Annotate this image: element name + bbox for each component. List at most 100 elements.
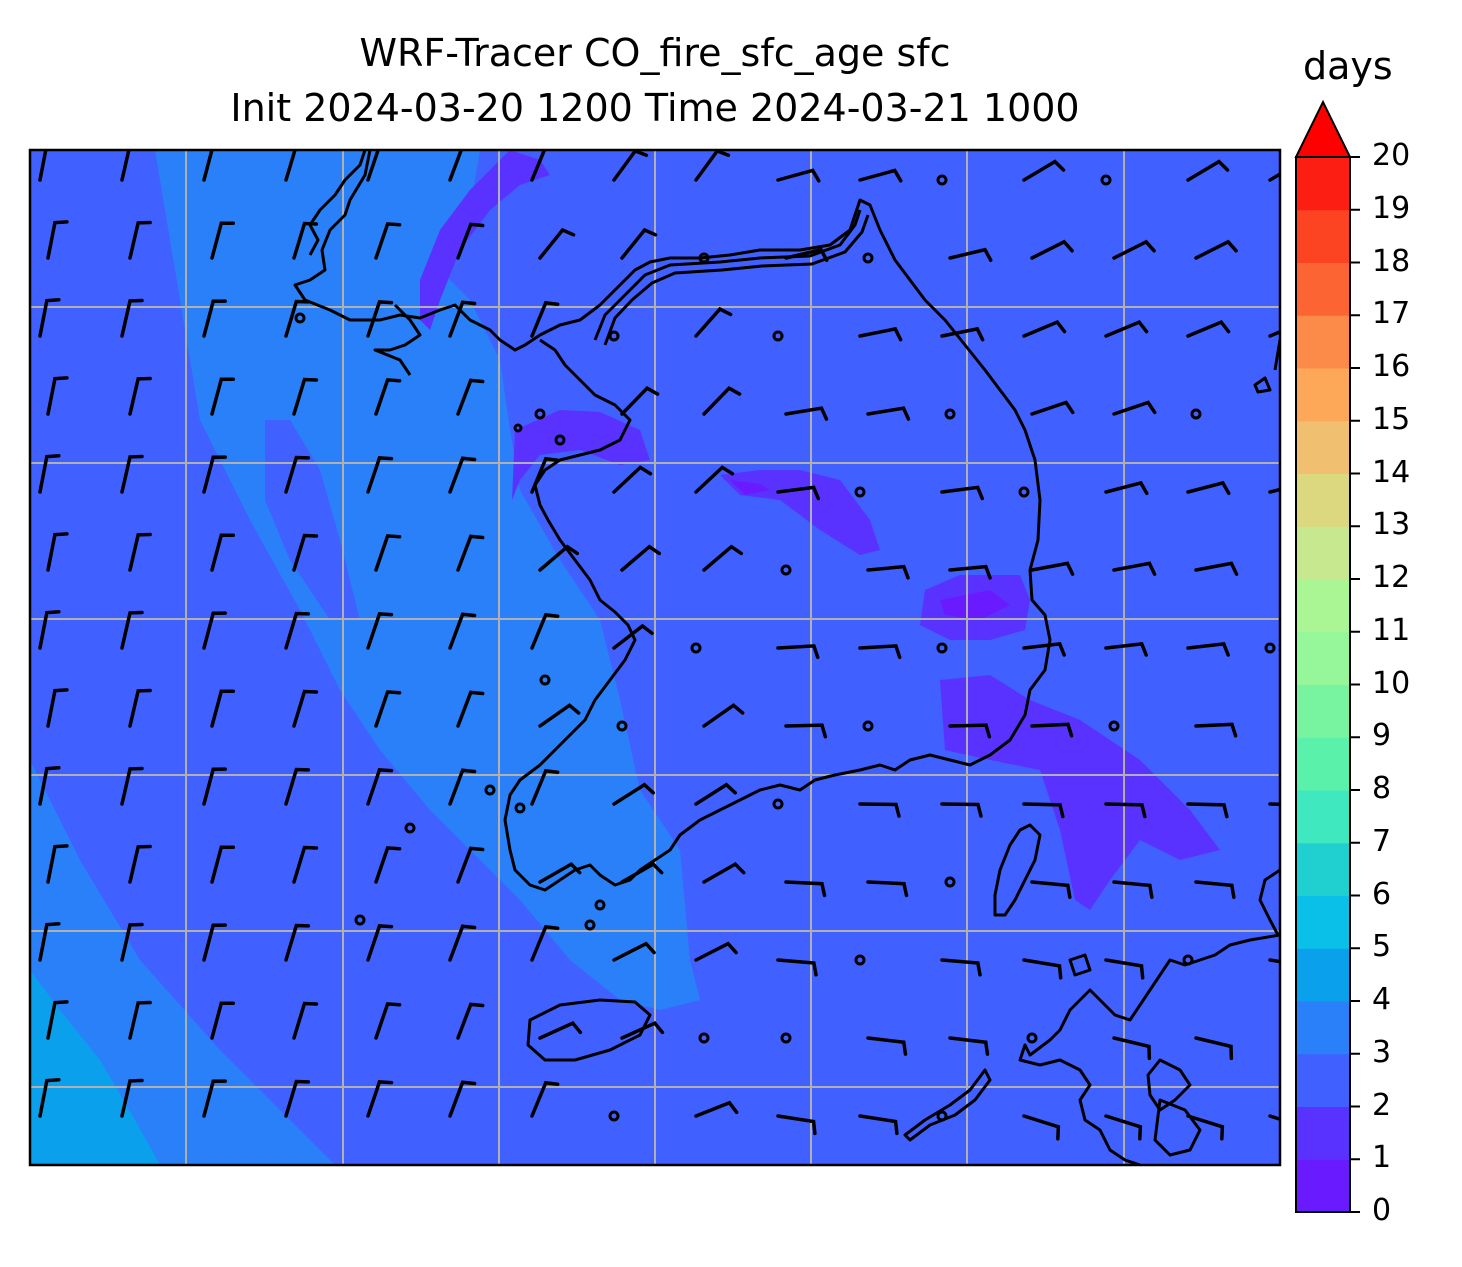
wind-barb bbox=[784, 406, 829, 421]
colorbar-segment bbox=[1296, 737, 1350, 791]
wind-barb bbox=[448, 924, 477, 962]
wind-barb bbox=[448, 612, 477, 650]
wind-calm-marker bbox=[698, 252, 710, 264]
wind-barb bbox=[538, 861, 582, 884]
wind-calm-marker bbox=[862, 252, 874, 264]
wind-barb bbox=[448, 300, 477, 338]
wind-barb bbox=[940, 326, 985, 342]
wind-barb bbox=[374, 690, 402, 728]
wind-barb bbox=[1104, 1114, 1143, 1141]
wind-barb bbox=[784, 247, 829, 262]
colorbar-tick-label: 14 bbox=[1372, 454, 1411, 490]
wind-barb bbox=[46, 220, 69, 260]
wind-barb bbox=[456, 690, 485, 728]
wind-calm-marker bbox=[772, 798, 784, 810]
wind-barb bbox=[612, 623, 654, 650]
wind-barb bbox=[128, 532, 152, 572]
wind-barb bbox=[46, 844, 69, 884]
wind-barb bbox=[202, 923, 227, 962]
wind-barb bbox=[46, 1000, 69, 1040]
wind-barb bbox=[1112, 239, 1156, 260]
wind-barb bbox=[1022, 159, 1066, 182]
wind-barb bbox=[1112, 1036, 1152, 1061]
colorbar-extend-arrow bbox=[1294, 99, 1352, 158]
map-gridlines bbox=[30, 150, 1280, 1165]
wind-barb bbox=[1112, 880, 1154, 899]
wind-barb bbox=[38, 1078, 61, 1118]
colorbar-segment bbox=[1296, 262, 1350, 316]
colorbar-tick-label: 13 bbox=[1372, 507, 1411, 543]
wind-barb bbox=[866, 406, 911, 421]
wind-barb bbox=[940, 958, 982, 977]
wind-barb bbox=[210, 845, 236, 884]
wind-calm-marker bbox=[1190, 408, 1202, 420]
colorbar-segment bbox=[1296, 631, 1350, 685]
wind-calm-marker bbox=[936, 642, 948, 654]
wind-barb bbox=[210, 221, 236, 260]
wind-barb bbox=[866, 564, 910, 580]
wind-barb bbox=[38, 150, 48, 182]
wind-barb bbox=[776, 485, 821, 501]
wind-barb bbox=[866, 880, 909, 898]
wind-barb bbox=[374, 222, 402, 260]
wind-barb bbox=[292, 221, 319, 260]
colorbar-tick-label: 19 bbox=[1372, 190, 1411, 226]
wind-barb bbox=[702, 386, 742, 416]
colorbar-tick-label: 1 bbox=[1372, 1140, 1392, 1176]
wind-calm-marker bbox=[1182, 954, 1194, 966]
wind-barb bbox=[530, 612, 560, 650]
colorbar-tick-label: 2 bbox=[1372, 1087, 1392, 1123]
colorbar-tick-label: 15 bbox=[1372, 401, 1411, 437]
colorbar-segment bbox=[1296, 684, 1350, 738]
age-band-4-5 bbox=[30, 970, 160, 1165]
colorbar-segment bbox=[1296, 209, 1350, 263]
colorbar-segment bbox=[1296, 1159, 1350, 1213]
wind-barb bbox=[1030, 722, 1074, 738]
wind-barb bbox=[38, 766, 61, 806]
wind-barb bbox=[530, 150, 558, 182]
wind-barb bbox=[948, 723, 992, 739]
wind-barb bbox=[940, 802, 983, 818]
wind-barb bbox=[284, 1079, 311, 1118]
wind-calm-marker bbox=[616, 720, 628, 732]
colorbar-tick-label: 18 bbox=[1372, 243, 1411, 279]
wind-barb bbox=[448, 1080, 477, 1118]
wind-barb bbox=[1030, 561, 1075, 576]
wind-barb bbox=[284, 767, 311, 806]
colorbar-segment bbox=[1296, 315, 1350, 369]
wind-barb bbox=[292, 689, 319, 728]
wind-calm-marker bbox=[944, 876, 956, 888]
wind-calm-marker bbox=[1108, 720, 1120, 732]
wind-barb bbox=[46, 532, 69, 572]
wind-barb bbox=[1030, 880, 1072, 899]
wind-barb bbox=[858, 644, 902, 660]
wind-barb bbox=[448, 150, 464, 182]
colorbar-tick-label: 5 bbox=[1372, 929, 1392, 965]
wind-barb bbox=[776, 1114, 817, 1136]
wind-calm-marker bbox=[1026, 1032, 1038, 1044]
wind-barb bbox=[128, 844, 152, 884]
wind-barb bbox=[366, 612, 394, 650]
wind-barb bbox=[1030, 400, 1075, 416]
wind-barb bbox=[202, 611, 227, 650]
wind-calm-marker bbox=[854, 486, 866, 498]
wind-barb bbox=[694, 465, 735, 494]
wind-barb bbox=[530, 768, 560, 806]
wind-barb bbox=[776, 958, 818, 977]
wind-barb bbox=[1186, 319, 1231, 338]
colorbar-segment bbox=[1296, 895, 1350, 949]
map-frame bbox=[28, 148, 1282, 1167]
wind-barb bbox=[128, 1000, 152, 1040]
wind-barb bbox=[284, 455, 311, 494]
wind-barb bbox=[284, 923, 311, 962]
colorbar-segment bbox=[1296, 420, 1350, 474]
plot-title-line2: Init 2024-03-20 1200 Time 2024-03-21 100… bbox=[230, 86, 1080, 130]
wind-barb bbox=[776, 644, 820, 660]
wind-barb bbox=[202, 1079, 227, 1118]
wind-barb bbox=[612, 465, 653, 494]
colorbar-tick-label: 8 bbox=[1372, 771, 1392, 806]
wind-barb bbox=[940, 485, 985, 501]
wind-barb bbox=[858, 326, 903, 342]
wind-barb bbox=[620, 1021, 665, 1040]
